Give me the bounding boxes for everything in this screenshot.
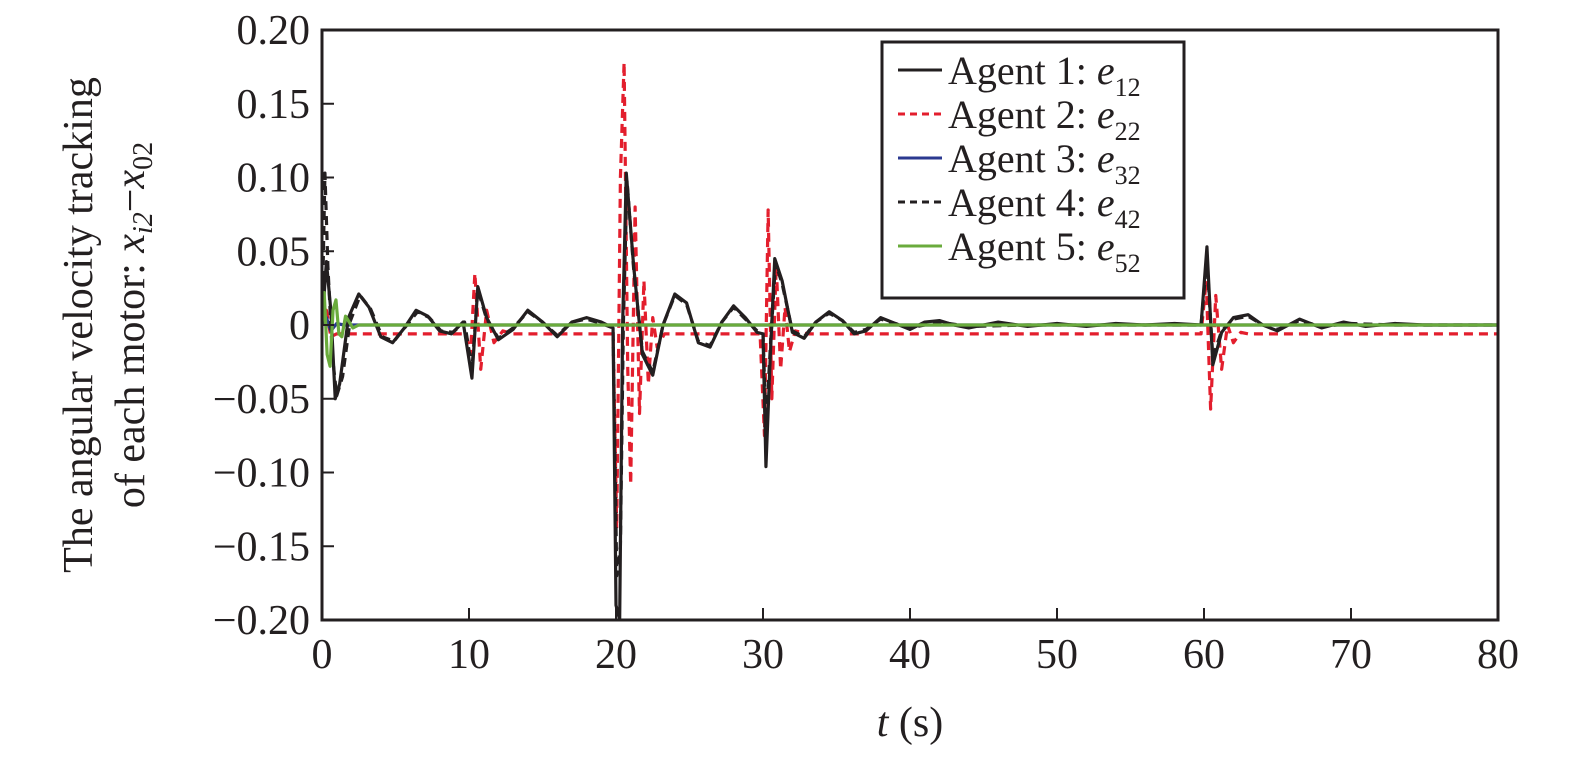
y-axis-ticks: 0.20 0.15 0.10 0.05 0 −0.05 −0.10 −0.15 −0.20 bbox=[213, 8, 334, 644]
y-tick-label: −0.10 bbox=[213, 451, 310, 497]
legend-label-var: e bbox=[1097, 48, 1115, 93]
y-axis-label-minus: − bbox=[108, 189, 154, 213]
series-line-agent-5 bbox=[322, 290, 1498, 368]
legend-label-sub: 22 bbox=[1115, 117, 1141, 146]
x-axis-ticks: 0 10 20 30 40 50 60 70 80 bbox=[312, 608, 1519, 678]
legend-label-prefix: Agent 4: bbox=[948, 180, 1097, 225]
y-tick-label: −0.05 bbox=[213, 377, 310, 423]
y-axis-label: The angular velocity tracking of each mo… bbox=[56, 77, 159, 573]
y-tick-label: 0.20 bbox=[237, 8, 311, 54]
legend-label-var: e bbox=[1097, 92, 1115, 137]
x-tick-label: 80 bbox=[1477, 632, 1519, 678]
series-layer bbox=[322, 60, 1498, 620]
legend-label-var: e bbox=[1097, 180, 1115, 225]
y-axis-label-var1: x bbox=[108, 234, 154, 254]
legend-label-sub: 52 bbox=[1115, 249, 1141, 278]
legend-label-var: e bbox=[1097, 136, 1115, 181]
y-tick-label: −0.15 bbox=[213, 524, 310, 570]
y-tick-label: 0.15 bbox=[237, 82, 311, 128]
y-tick-label: −0.20 bbox=[213, 598, 310, 644]
legend-box bbox=[880, 40, 1186, 300]
legend-label-prefix: Agent 3: bbox=[948, 136, 1097, 181]
y-tick-label: 0.10 bbox=[237, 156, 311, 202]
y-tick-label: 0.05 bbox=[237, 229, 311, 275]
y-tick-label: 0 bbox=[289, 303, 310, 349]
legend-label: Agent 2: e22 bbox=[948, 92, 1141, 146]
legend-label-sub: 12 bbox=[1115, 73, 1141, 102]
x-tick-label: 10 bbox=[448, 632, 490, 678]
y-axis-label-line1: The angular velocity tracking bbox=[56, 77, 102, 573]
x-tick-label: 70 bbox=[1330, 632, 1372, 678]
legend-label-prefix: Agent 5: bbox=[948, 224, 1097, 269]
x-axis-label: t (s) bbox=[877, 700, 944, 746]
legend-label-prefix: Agent 2: bbox=[948, 92, 1097, 137]
x-tick-label: 20 bbox=[595, 632, 637, 678]
x-axis-label-unit: (s) bbox=[888, 700, 943, 746]
legend-label-prefix: Agent 1: bbox=[948, 48, 1097, 93]
y-axis-label-line2: of each motor: xi2−x02 bbox=[108, 142, 159, 508]
y-axis-label-prefix: of each motor: bbox=[108, 253, 154, 508]
y-axis-label-var2: x bbox=[108, 170, 154, 190]
legend-label: Agent 1: e12 bbox=[948, 48, 1141, 102]
x-axis-label-var: t bbox=[877, 700, 890, 746]
legend-label: Agent 4: e42 bbox=[948, 180, 1141, 234]
legend-label: Agent 3: e32 bbox=[948, 136, 1141, 190]
x-tick-label: 50 bbox=[1036, 632, 1078, 678]
y-axis-label-sub1: i2 bbox=[128, 212, 159, 234]
x-tick-label: 0 bbox=[312, 632, 333, 678]
legend-label-sub: 32 bbox=[1115, 161, 1141, 190]
x-tick-label: 30 bbox=[742, 632, 784, 678]
legend-label-var: e bbox=[1097, 224, 1115, 269]
x-tick-label: 40 bbox=[889, 632, 931, 678]
legend-label: Agent 5: e52 bbox=[948, 224, 1141, 278]
y-axis-label-sub2: 02 bbox=[128, 142, 159, 170]
x-tick-label: 60 bbox=[1183, 632, 1225, 678]
legend-label-sub: 42 bbox=[1115, 205, 1141, 234]
